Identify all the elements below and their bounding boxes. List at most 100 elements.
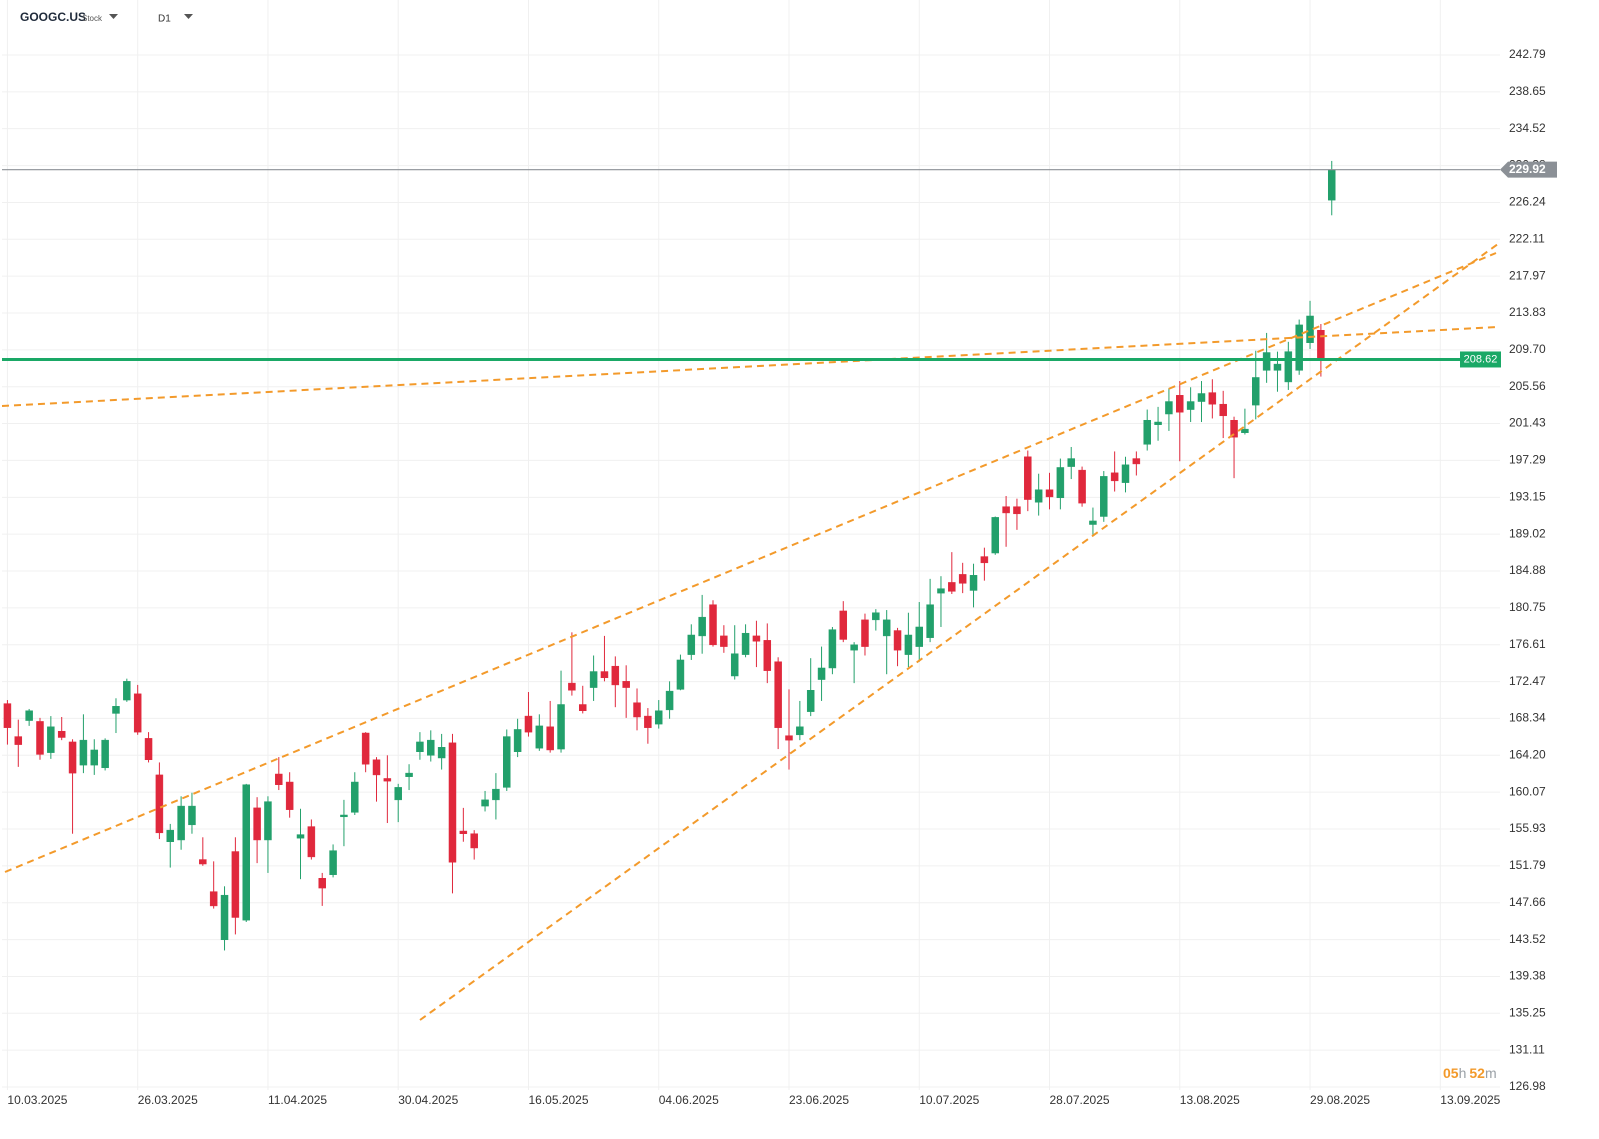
x-tick-label: 10.03.2025 bbox=[7, 1093, 67, 1107]
candle-body bbox=[578, 704, 587, 711]
y-tick-label: 151.79 bbox=[1509, 858, 1546, 872]
y-tick-label: 180.75 bbox=[1509, 600, 1546, 614]
candle-body bbox=[687, 634, 696, 655]
y-tick-label: 189.02 bbox=[1509, 526, 1546, 540]
candle-body bbox=[872, 612, 880, 621]
candle-body bbox=[709, 604, 717, 646]
candle-body bbox=[68, 741, 77, 774]
countdown-unit: m bbox=[1485, 1065, 1497, 1081]
candle-body bbox=[557, 704, 565, 750]
candle-body bbox=[589, 671, 598, 688]
candle-body bbox=[676, 659, 685, 690]
trend-line bbox=[4, 252, 1497, 873]
candle-body bbox=[1176, 395, 1184, 413]
candle-body bbox=[1306, 315, 1314, 343]
candle-body bbox=[112, 706, 120, 714]
candle-body bbox=[329, 850, 337, 875]
y-tick-label: 139.38 bbox=[1509, 969, 1546, 983]
candle-body bbox=[1186, 401, 1195, 410]
candle-body bbox=[1295, 324, 1303, 371]
y-tick-label: 205.56 bbox=[1509, 379, 1546, 393]
candle-body bbox=[1034, 489, 1043, 503]
dropdown-arrow[interactable] bbox=[184, 14, 193, 19]
y-tick-label: 222.11 bbox=[1509, 231, 1545, 245]
candle-body bbox=[427, 739, 435, 756]
y-tick-label: 184.88 bbox=[1509, 563, 1546, 577]
candle-body bbox=[1241, 428, 1249, 433]
candle-body bbox=[459, 830, 468, 834]
candle-body bbox=[79, 739, 88, 766]
x-tick-label: 23.06.2025 bbox=[789, 1093, 849, 1107]
candle-body bbox=[546, 726, 554, 751]
dropdown-arrow[interactable] bbox=[109, 14, 118, 19]
timeframe: D1 bbox=[158, 14, 171, 25]
candle-body bbox=[1045, 489, 1054, 498]
header: GOOGC.US Stock D1 bbox=[20, 10, 193, 25]
candle-body bbox=[503, 736, 511, 788]
x-tick-label: 11.04.2025 bbox=[268, 1093, 327, 1107]
candle-body bbox=[1078, 469, 1086, 504]
level-tag-label: 208.62 bbox=[1464, 353, 1498, 365]
candle-body bbox=[1100, 476, 1108, 517]
candle-body bbox=[698, 616, 706, 637]
y-tick-label: 135.25 bbox=[1509, 1005, 1546, 1019]
candle-body bbox=[861, 619, 869, 647]
candle-body bbox=[568, 682, 576, 691]
candle-body bbox=[3, 703, 12, 728]
price-tag bbox=[1500, 161, 1557, 178]
candle-body bbox=[1024, 456, 1032, 500]
x-tick-label: 13.09.2025 bbox=[1440, 1093, 1500, 1107]
candle-body bbox=[416, 741, 424, 752]
y-tick-label: 193.15 bbox=[1509, 489, 1546, 503]
x-tick-label: 10.07.2025 bbox=[919, 1093, 979, 1107]
candle-body bbox=[1110, 472, 1119, 482]
y-tick-label: 213.83 bbox=[1509, 305, 1546, 319]
candle-body bbox=[535, 725, 544, 749]
candle-body bbox=[915, 626, 924, 647]
candle-body bbox=[937, 588, 945, 594]
candle-body bbox=[1154, 421, 1162, 425]
candle-body bbox=[730, 653, 739, 677]
candle-body bbox=[774, 661, 782, 728]
y-tick-label: 164.20 bbox=[1509, 747, 1546, 761]
candle-body bbox=[383, 778, 392, 782]
candle-body bbox=[948, 582, 956, 592]
y-tick-label: 226.24 bbox=[1509, 195, 1546, 209]
x-tick-label: 13.08.2025 bbox=[1180, 1093, 1240, 1107]
price-tag-label: 229.92 bbox=[1509, 162, 1546, 176]
candle-body bbox=[209, 891, 218, 907]
y-tick-label: 242.79 bbox=[1509, 47, 1546, 61]
candle-body bbox=[1165, 401, 1173, 415]
candle-body bbox=[470, 833, 478, 849]
candle-body bbox=[958, 574, 967, 584]
symbol: GOOGC.US bbox=[20, 10, 86, 24]
annotations bbox=[1, 169, 1500, 1021]
x-tick-label: 30.04.2025 bbox=[398, 1093, 458, 1107]
candle-body bbox=[166, 829, 175, 842]
instrument-type: Stock bbox=[82, 14, 103, 23]
candle-body bbox=[611, 665, 620, 686]
candle-body bbox=[600, 671, 609, 679]
x-tick-label: 16.05.2025 bbox=[528, 1093, 588, 1107]
candle-body bbox=[654, 710, 663, 725]
candle-body bbox=[926, 604, 934, 638]
x-tick-label: 04.06.2025 bbox=[659, 1093, 719, 1107]
candle-body bbox=[1067, 458, 1075, 467]
candle-body bbox=[220, 894, 229, 941]
candle-body bbox=[361, 732, 370, 765]
candle-body bbox=[1002, 506, 1010, 514]
candle-body bbox=[492, 788, 500, 801]
candle-body bbox=[828, 629, 837, 669]
axes: 126.98 131.11 135.25 139.38 143.52 147.66 151.… bbox=[7, 47, 1557, 1107]
trend-line bbox=[419, 243, 1499, 1021]
x-tick-label: 26.03.2025 bbox=[138, 1093, 198, 1107]
candle-body bbox=[720, 635, 728, 647]
x-tick-label: 28.07.2025 bbox=[1050, 1093, 1110, 1107]
candle-body bbox=[980, 556, 989, 564]
candle-body bbox=[1262, 352, 1271, 371]
countdown-unit: h bbox=[1459, 1065, 1467, 1081]
candle-body bbox=[893, 630, 902, 651]
candle-body bbox=[296, 834, 305, 839]
candle-body bbox=[752, 635, 761, 642]
candle-body bbox=[513, 729, 522, 752]
